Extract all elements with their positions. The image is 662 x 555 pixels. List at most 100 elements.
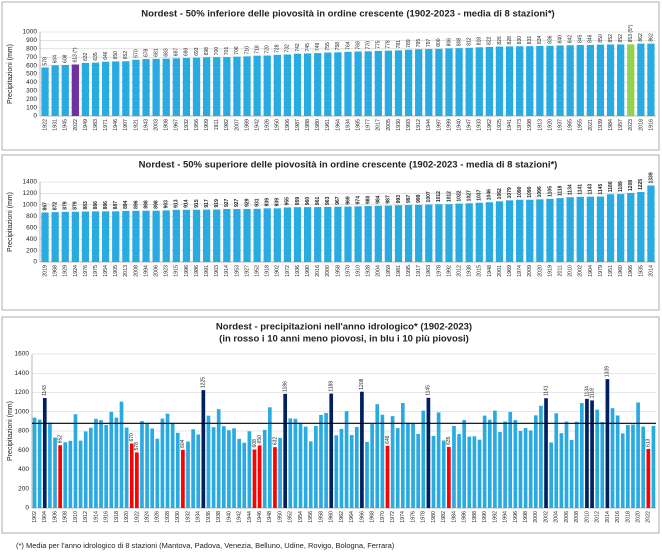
bar [243,208,251,262]
x-tick-label: 1965 [568,119,574,131]
bar [600,421,605,508]
data-label: 898 [153,200,159,209]
x-tick-label: 1955 [578,119,584,131]
bar [308,441,313,508]
x-tick-label: 1967 [174,119,180,131]
x-tick-label: 1961 [325,119,331,131]
data-label: 852 [618,34,624,43]
data-label: 728 [275,44,281,53]
bar [263,55,271,116]
data-label: 842 [567,35,573,44]
bar [354,426,359,508]
data-label: 683 [164,48,170,57]
y-tick-label: 300 [26,88,37,95]
y-tick-label: 1000 [15,408,30,415]
x-tick-label: 2006 [564,511,570,523]
x-tick-label: 1972 [285,265,291,277]
data-label: 632 [83,52,89,61]
bar [68,440,73,508]
x-tick-label: 1998 [527,119,533,131]
bar [513,420,518,508]
bar [213,57,221,116]
bar [186,441,190,508]
bar [415,204,423,262]
bar [610,408,615,508]
data-label: 608 [252,439,258,448]
x-tick-label: 1989 [244,119,250,131]
bar [81,211,90,262]
data-label: 687 [174,48,180,57]
x-tick-label: 1974 [517,265,523,277]
bar [283,393,288,508]
bar [293,207,302,262]
data-label: 775 [376,40,382,49]
data-label: 778 [386,40,392,49]
data-label: 670 [133,49,139,58]
x-tick-label: 2004 [376,265,382,277]
data-label: 795 [416,39,422,48]
data-label: 997 [406,194,412,203]
x-tick-label: 1998 [523,511,529,523]
x-tick-label: 1978 [436,265,442,277]
bar [374,50,382,116]
data-label: 806 [446,38,452,47]
bar [646,448,651,508]
x-tick-label: 2007 [234,119,240,131]
x-tick-label: 1960 [329,511,335,523]
x-tick-label: 1975 [93,265,99,277]
bar [206,415,211,508]
data-label: 834 [537,35,543,44]
data-label: 698 [204,47,210,56]
x-tick-label: 1941 [507,119,513,131]
x-tick-label: 1952 [255,265,261,277]
y-tick-label: 1400 [23,179,38,186]
bar [61,64,69,116]
bar [283,54,292,116]
x-tick-label: 1922 [42,119,48,131]
bar [526,199,534,262]
bar [472,436,477,508]
x-tick-label: 1968 [53,265,59,277]
bar [91,62,100,116]
x-tick-label: 1914 [93,511,99,523]
bar [112,211,120,262]
bar [566,197,574,262]
bar [647,185,655,262]
x-tick-label: 1951 [608,265,614,277]
data-label: 1208 [359,378,365,389]
data-label: 1186 [608,181,614,192]
bar [426,397,431,508]
x-tick-label: 1978 [421,511,427,523]
data-label: 732 [285,44,291,53]
y-axis-label: Precipitazioni (mm) [7,44,14,104]
bar [262,429,267,508]
data-label: 710 [244,46,250,55]
bar [192,209,201,262]
bar [462,419,467,508]
bar [637,43,645,117]
x-tick-label: 1930 [175,511,181,523]
data-label: 846 [588,34,594,43]
x-tick-label: 2019 [42,265,48,277]
data-label: 963 [325,196,331,205]
x-tick-label: 1904 [42,511,48,523]
x-tick-label: 2015 [477,265,483,277]
bar [112,61,120,116]
x-tick-label: 1920 [124,511,130,523]
data-label: 800 [436,38,442,47]
bar [243,56,251,116]
x-tick-label: 1934 [196,511,202,523]
x-tick-label: 1960 [618,265,624,277]
bar [465,203,473,262]
x-tick-label: 1954 [298,511,304,523]
y-tick-label: 1600 [15,351,30,358]
bar [201,390,206,508]
data-label: 1145 [598,184,604,195]
x-tick-label: 1918 [114,511,120,523]
data-label: 1079 [507,187,513,198]
x-tick-label: 1928 [366,265,372,277]
bar [475,202,483,262]
bar [569,440,574,508]
bar [425,49,433,116]
